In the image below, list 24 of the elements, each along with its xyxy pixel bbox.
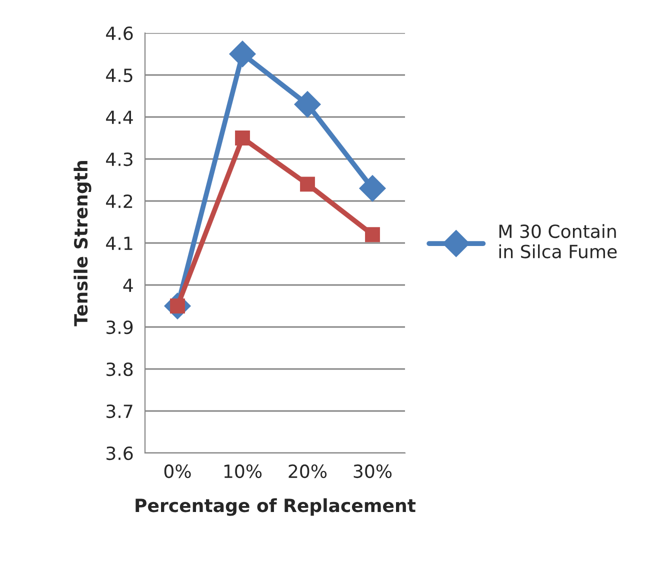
y-tick-label: 4.2 <box>106 194 132 208</box>
y-axis-title: Tensile Strength <box>74 161 92 326</box>
y-tick-label: 3.8 <box>106 362 133 376</box>
y-tick-label: 3.9 <box>106 320 133 334</box>
x-tick-label: 0% <box>164 464 191 478</box>
x-tick-label: 10% <box>224 464 262 478</box>
y-tick-label: 4 <box>123 278 133 292</box>
x-axis-title: Percentage of Replacement <box>136 498 416 516</box>
y-tick-label: 4.5 <box>106 68 132 82</box>
point <box>294 91 321 118</box>
y-tick-label: 4.6 <box>106 26 133 40</box>
point <box>229 40 256 68</box>
point <box>359 175 386 202</box>
point <box>365 227 380 242</box>
x-tick-label: 20% <box>288 464 327 478</box>
y-tick-label: 4.4 <box>106 110 133 124</box>
y-tick-label: 4.3 <box>106 152 132 166</box>
legend-label: M 30 Contain in Silca Fume <box>499 224 617 258</box>
y-tick-label: 4.1 <box>106 236 132 250</box>
y-tick-label: 3.7 <box>106 404 132 418</box>
point <box>235 130 250 146</box>
x-tick-label: 30% <box>354 464 392 478</box>
point <box>300 176 315 192</box>
y-tick-label: 3.6 <box>106 446 133 460</box>
